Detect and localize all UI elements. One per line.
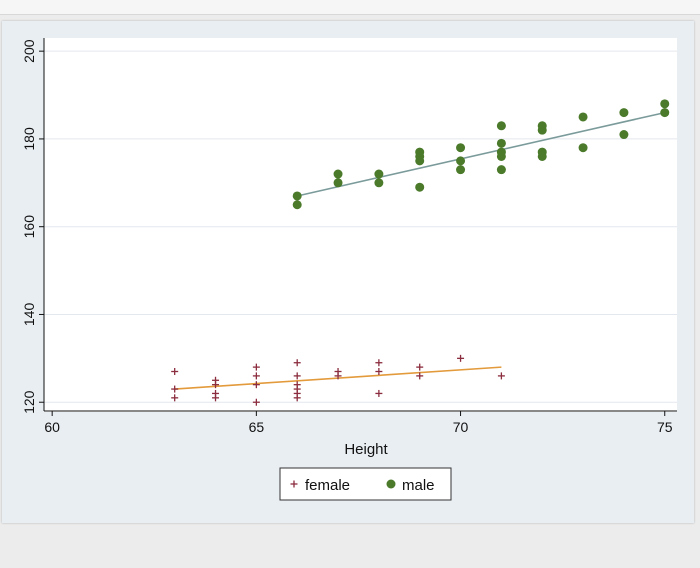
female-point (252, 398, 260, 406)
legend: female male (279, 467, 452, 501)
plot-background (44, 38, 677, 412)
x-tick-label: 70 (453, 419, 469, 435)
female-point (171, 394, 179, 402)
female-point (375, 389, 383, 397)
x-axis-title: Height (344, 441, 388, 458)
male-point (415, 156, 425, 166)
y-tick-label: 120 (21, 390, 37, 414)
male-fit-line (297, 111, 665, 197)
female-point (252, 381, 260, 389)
female-point (252, 372, 260, 380)
male-point (333, 169, 343, 179)
y-tick-label: 140 (21, 303, 37, 327)
female-point (252, 363, 260, 371)
male-point (496, 121, 506, 131)
male-point (496, 151, 506, 161)
male-point (333, 178, 343, 188)
male-point (578, 143, 588, 153)
scatter-chart: 60 65 70 75 120 140 160 180 200 Height female m… (21, 38, 677, 501)
female-point (212, 381, 220, 389)
female-point (293, 359, 301, 367)
male-point (537, 125, 547, 135)
data-points (171, 99, 670, 406)
male-point (537, 151, 547, 161)
x-tick-label: 65 (249, 419, 265, 435)
legend-box (279, 467, 452, 501)
y-tick-label: 160 (21, 215, 37, 239)
female-point (457, 354, 465, 362)
legend-male-label: male (402, 477, 435, 494)
x-ticks: 60 65 70 75 (44, 411, 673, 435)
male-point (578, 112, 588, 122)
male-point (619, 108, 629, 118)
legend-male-marker (386, 479, 396, 489)
male-point (374, 178, 384, 188)
y-tick-label: 180 (21, 127, 37, 151)
x-tick-label: 75 (657, 419, 673, 435)
male-point (456, 156, 466, 166)
male-point (292, 200, 302, 210)
male-point (456, 143, 466, 153)
female-point (171, 385, 179, 393)
x-tick-label: 60 (44, 419, 60, 435)
figure-panel: 60 65 70 75 120 140 160 180 200 Height female m… (2, 21, 694, 523)
female-point (293, 394, 301, 402)
legend-female-label: female (305, 477, 350, 494)
y-tick-label: 200 (21, 39, 37, 63)
grid-lines (44, 50, 677, 403)
female-point (497, 372, 505, 380)
legend-male-dot (386, 479, 396, 489)
y-ticks: 120 140 160 180 200 (21, 39, 44, 414)
legend-female-marker (290, 480, 298, 488)
male-point (619, 130, 629, 140)
male-point (292, 191, 302, 201)
female-point (171, 368, 179, 376)
male-point (374, 169, 384, 179)
female-point (212, 394, 220, 402)
top-strip (0, 0, 700, 15)
female-point (293, 372, 301, 380)
male-point (660, 108, 670, 118)
male-point (496, 165, 506, 175)
female-point (416, 363, 424, 371)
male-point (496, 138, 506, 148)
male-point (415, 182, 425, 192)
legend-female-plus (290, 480, 298, 488)
female-point (375, 368, 383, 376)
female-point (375, 359, 383, 367)
female-point (416, 372, 424, 380)
female-point (334, 372, 342, 380)
male-point (456, 165, 466, 175)
male-point (660, 99, 670, 109)
